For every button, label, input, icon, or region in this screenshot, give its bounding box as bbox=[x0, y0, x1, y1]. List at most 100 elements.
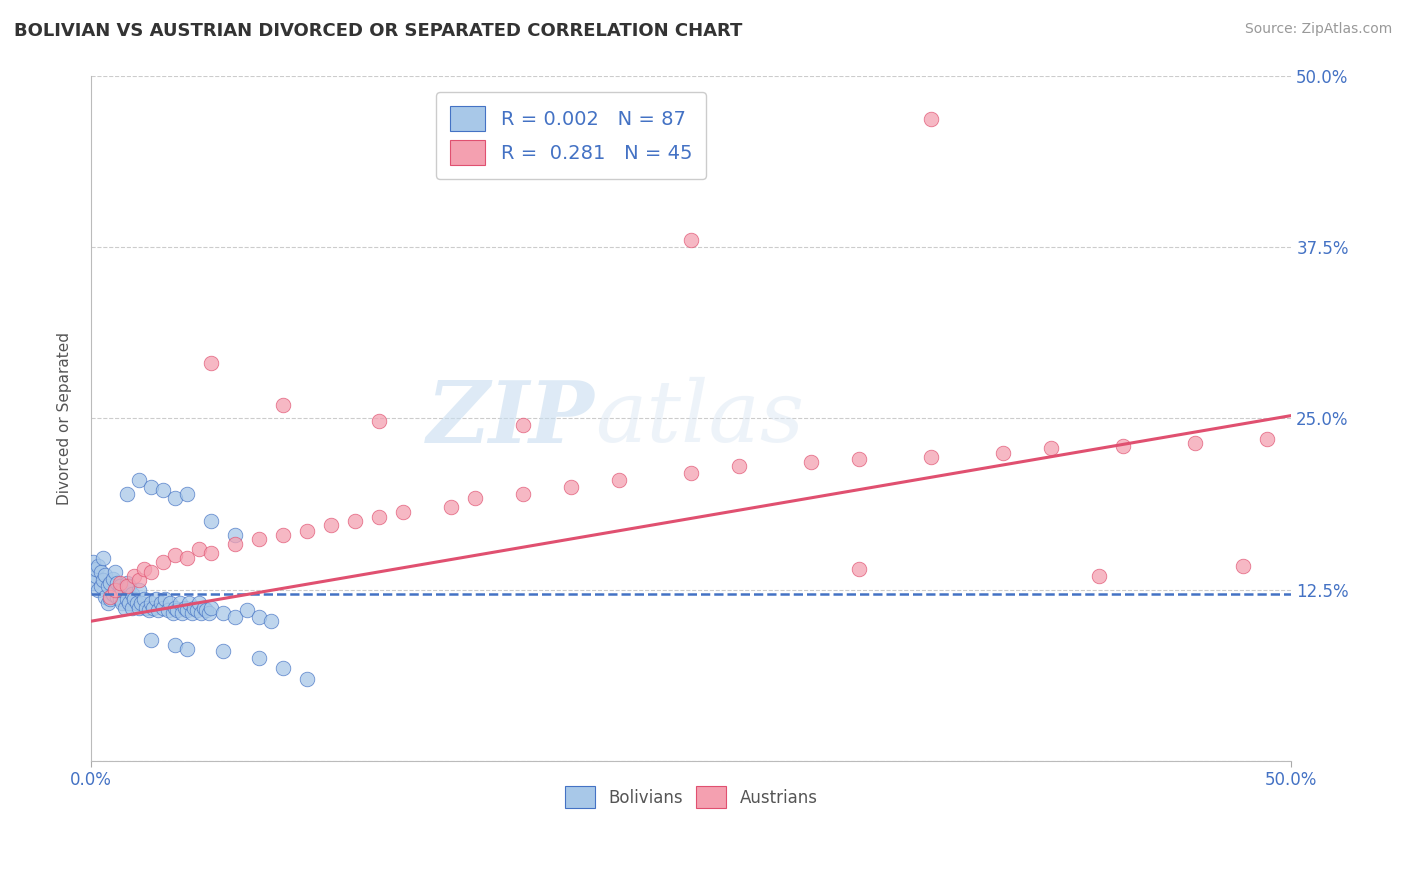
Point bbox=[91, 573, 114, 587]
Point bbox=[128, 600, 150, 615]
Point bbox=[108, 575, 131, 590]
Point bbox=[200, 600, 222, 615]
Point bbox=[200, 514, 222, 528]
Text: Source: ZipAtlas.com: Source: ZipAtlas.com bbox=[1244, 22, 1392, 37]
Point bbox=[183, 600, 205, 615]
Point bbox=[190, 606, 212, 620]
Point bbox=[344, 514, 367, 528]
Point bbox=[188, 596, 211, 610]
Point bbox=[132, 562, 155, 576]
Point bbox=[1232, 559, 1254, 574]
Y-axis label: Divorced or Separated: Divorced or Separated bbox=[58, 332, 72, 505]
Point bbox=[224, 537, 246, 551]
Point bbox=[193, 600, 215, 615]
Point bbox=[212, 606, 235, 620]
Point bbox=[176, 486, 198, 500]
Point bbox=[104, 565, 127, 579]
Point bbox=[94, 590, 117, 604]
Point bbox=[1256, 432, 1278, 446]
Point bbox=[90, 578, 112, 592]
Point bbox=[186, 603, 208, 617]
Point bbox=[104, 582, 127, 597]
Point bbox=[97, 578, 120, 592]
Point bbox=[464, 491, 486, 505]
Point bbox=[128, 582, 150, 597]
Point bbox=[128, 473, 150, 487]
Point bbox=[176, 551, 198, 566]
Point bbox=[392, 504, 415, 518]
Point bbox=[135, 600, 157, 615]
Point bbox=[152, 600, 174, 615]
Point bbox=[111, 596, 134, 610]
Point bbox=[98, 592, 121, 607]
Text: atlas: atlas bbox=[595, 377, 804, 459]
Point bbox=[138, 603, 160, 617]
Point bbox=[142, 600, 165, 615]
Point bbox=[163, 600, 186, 615]
Point bbox=[125, 596, 148, 610]
Point bbox=[848, 562, 870, 576]
Point bbox=[512, 418, 534, 433]
Point bbox=[560, 480, 582, 494]
Text: BOLIVIAN VS AUSTRIAN DIVORCED OR SEPARATED CORRELATION CHART: BOLIVIAN VS AUSTRIAN DIVORCED OR SEPARAT… bbox=[14, 22, 742, 40]
Point bbox=[172, 606, 194, 620]
Point bbox=[728, 459, 751, 474]
Point bbox=[681, 466, 703, 480]
Point bbox=[295, 524, 318, 538]
Point bbox=[118, 578, 141, 592]
Point bbox=[848, 452, 870, 467]
Point bbox=[149, 596, 172, 610]
Point bbox=[90, 565, 112, 579]
Point bbox=[166, 603, 188, 617]
Point bbox=[115, 592, 138, 607]
Point bbox=[188, 541, 211, 556]
Point bbox=[91, 551, 114, 566]
Point bbox=[114, 600, 136, 615]
Point bbox=[101, 572, 124, 586]
Point bbox=[101, 587, 124, 601]
Point bbox=[271, 528, 294, 542]
Point bbox=[108, 578, 131, 592]
Point bbox=[128, 573, 150, 587]
Point bbox=[139, 480, 162, 494]
Point bbox=[179, 596, 201, 610]
Point bbox=[180, 606, 202, 620]
Point bbox=[97, 596, 120, 610]
Point bbox=[197, 606, 219, 620]
Point bbox=[247, 532, 270, 546]
Point bbox=[122, 592, 145, 607]
Text: ZIP: ZIP bbox=[427, 376, 595, 460]
Point bbox=[131, 596, 153, 610]
Point bbox=[98, 575, 121, 590]
Point bbox=[162, 606, 184, 620]
Point bbox=[368, 510, 391, 524]
Point bbox=[295, 672, 318, 686]
Point bbox=[681, 233, 703, 247]
Point bbox=[115, 486, 138, 500]
Point bbox=[200, 356, 222, 370]
Point bbox=[118, 596, 141, 610]
Point bbox=[121, 587, 143, 601]
Point bbox=[156, 603, 179, 617]
Point bbox=[169, 596, 191, 610]
Point bbox=[145, 592, 167, 607]
Point bbox=[1184, 436, 1206, 450]
Point bbox=[105, 575, 128, 590]
Point bbox=[1088, 569, 1111, 583]
Point bbox=[87, 559, 110, 574]
Point bbox=[82, 555, 104, 569]
Point bbox=[236, 603, 259, 617]
Point bbox=[173, 600, 195, 615]
Point bbox=[94, 567, 117, 582]
Point bbox=[98, 590, 121, 604]
Point bbox=[84, 562, 107, 576]
Point bbox=[84, 569, 107, 583]
Point bbox=[139, 565, 162, 579]
Point bbox=[247, 610, 270, 624]
Point bbox=[82, 575, 104, 590]
Point bbox=[152, 555, 174, 569]
Point bbox=[920, 112, 942, 127]
Point bbox=[195, 603, 218, 617]
Legend: Bolivians, Austrians: Bolivians, Austrians bbox=[558, 780, 824, 814]
Point bbox=[146, 603, 169, 617]
